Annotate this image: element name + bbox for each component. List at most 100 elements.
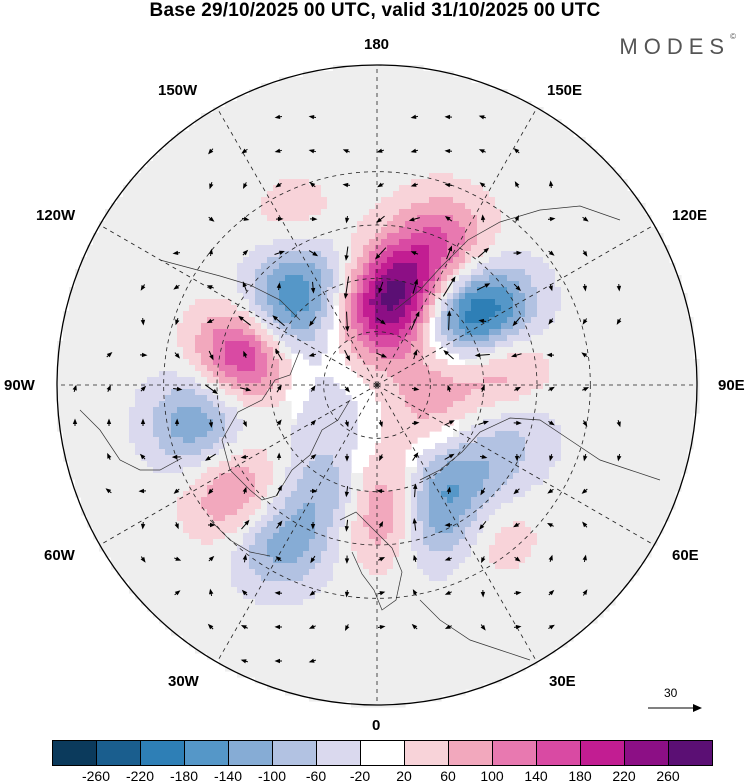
anomaly-cell: [315, 275, 322, 282]
anomaly-cell: [357, 227, 364, 234]
anomaly-cell: [321, 317, 328, 324]
anomaly-cell: [279, 383, 286, 390]
anomaly-cell: [153, 359, 160, 366]
anomaly-cell: [225, 227, 232, 234]
anomaly-cell: [411, 143, 418, 150]
anomaly-cell: [87, 353, 94, 360]
anomaly-cell: [285, 167, 292, 174]
anomaly-cell: [435, 305, 442, 312]
anomaly-cell: [477, 347, 484, 354]
anomaly-cell: [681, 395, 688, 402]
anomaly-cell: [339, 119, 346, 126]
anomaly-cell: [657, 359, 664, 366]
anomaly-cell: [543, 221, 550, 228]
anomaly-cell: [519, 371, 526, 378]
anomaly-cell: [375, 359, 382, 366]
anomaly-cell: [99, 377, 106, 384]
anomaly-cell: [369, 365, 376, 372]
anomaly-cell: [81, 407, 88, 414]
anomaly-cell: [555, 311, 562, 318]
anomaly-cell: [669, 329, 676, 336]
anomaly-cell: [525, 293, 532, 300]
anomaly-cell: [603, 305, 610, 312]
anomaly-cell: [273, 149, 280, 156]
anomaly-cell: [183, 221, 190, 228]
anomaly-cell: [351, 305, 358, 312]
anomaly-cell: [525, 275, 532, 282]
anomaly-cell: [321, 347, 328, 354]
anomaly-cell: [567, 293, 574, 300]
anomaly-cell: [237, 401, 244, 408]
anomaly-cell: [399, 107, 406, 114]
anomaly-cell: [435, 401, 442, 408]
anomaly-cell: [573, 173, 580, 180]
anomaly-cell: [405, 377, 412, 384]
anomaly-cell: [585, 305, 592, 312]
anomaly-cell: [375, 173, 382, 180]
anomaly-cell: [531, 215, 538, 222]
anomaly-cell: [183, 377, 190, 384]
anomaly-cell: [477, 383, 484, 390]
anomaly-cell: [267, 347, 274, 354]
anomaly-cell: [159, 359, 166, 366]
anomaly-cell: [603, 245, 610, 252]
anomaly-cell: [69, 311, 76, 318]
anomaly-cell: [525, 341, 532, 348]
anomaly-cell: [339, 317, 346, 324]
anomaly-cell: [417, 257, 424, 264]
anomaly-cell: [471, 407, 478, 414]
anomaly-cell: [441, 209, 448, 216]
anomaly-cell: [231, 155, 238, 162]
anomaly-cell: [537, 251, 544, 258]
anomaly-cell: [483, 215, 490, 222]
anomaly-cell: [387, 293, 394, 300]
anomaly-cell: [513, 95, 520, 102]
anomaly-cell: [645, 233, 652, 240]
anomaly-cell: [315, 113, 322, 120]
anomaly-cell: [309, 317, 316, 324]
anomaly-cell: [519, 167, 526, 174]
anomaly-cell: [63, 341, 70, 348]
anomaly-cell: [63, 395, 70, 402]
anomaly-cell: [597, 281, 604, 288]
anomaly-cell: [189, 395, 196, 402]
anomaly-cell: [93, 299, 100, 306]
anomaly-cell: [579, 281, 586, 288]
anomaly-cell: [435, 263, 442, 270]
anomaly-cell: [105, 383, 112, 390]
anomaly-cell: [243, 173, 250, 180]
anomaly-cell: [219, 185, 226, 192]
anomaly-cell: [243, 377, 250, 384]
anomaly-cell: [303, 251, 310, 258]
anomaly-cell: [129, 311, 136, 318]
anomaly-cell: [333, 287, 340, 294]
anomaly-cell: [339, 137, 346, 144]
anomaly-cell: [585, 341, 592, 348]
anomaly-cell: [531, 239, 538, 246]
anomaly-cell: [417, 317, 424, 324]
anomaly-cell: [243, 347, 250, 354]
anomaly-cell: [225, 143, 232, 150]
anomaly-cell: [453, 257, 460, 264]
anomaly-cell: [585, 395, 592, 402]
anomaly-cell: [93, 413, 100, 420]
anomaly-cell: [381, 371, 388, 378]
anomaly-cell: [237, 131, 244, 138]
anomaly-cell: [213, 317, 220, 324]
anomaly-cell: [633, 413, 640, 420]
anomaly-cell: [201, 395, 208, 402]
anomaly-cell: [279, 329, 286, 336]
anomaly-cell: [129, 299, 136, 306]
anomaly-cell: [471, 149, 478, 156]
anomaly-cell: [573, 197, 580, 204]
anomaly-cell: [669, 401, 676, 408]
anomaly-cell: [417, 371, 424, 378]
anomaly-cell: [387, 407, 394, 414]
anomaly-cell: [447, 365, 454, 372]
anomaly-cell: [105, 347, 112, 354]
anomaly-cell: [225, 341, 232, 348]
anomaly-cell: [261, 167, 268, 174]
anomaly-cell: [603, 311, 610, 318]
anomaly-cell: [645, 353, 652, 360]
anomaly-cell: [171, 167, 178, 174]
